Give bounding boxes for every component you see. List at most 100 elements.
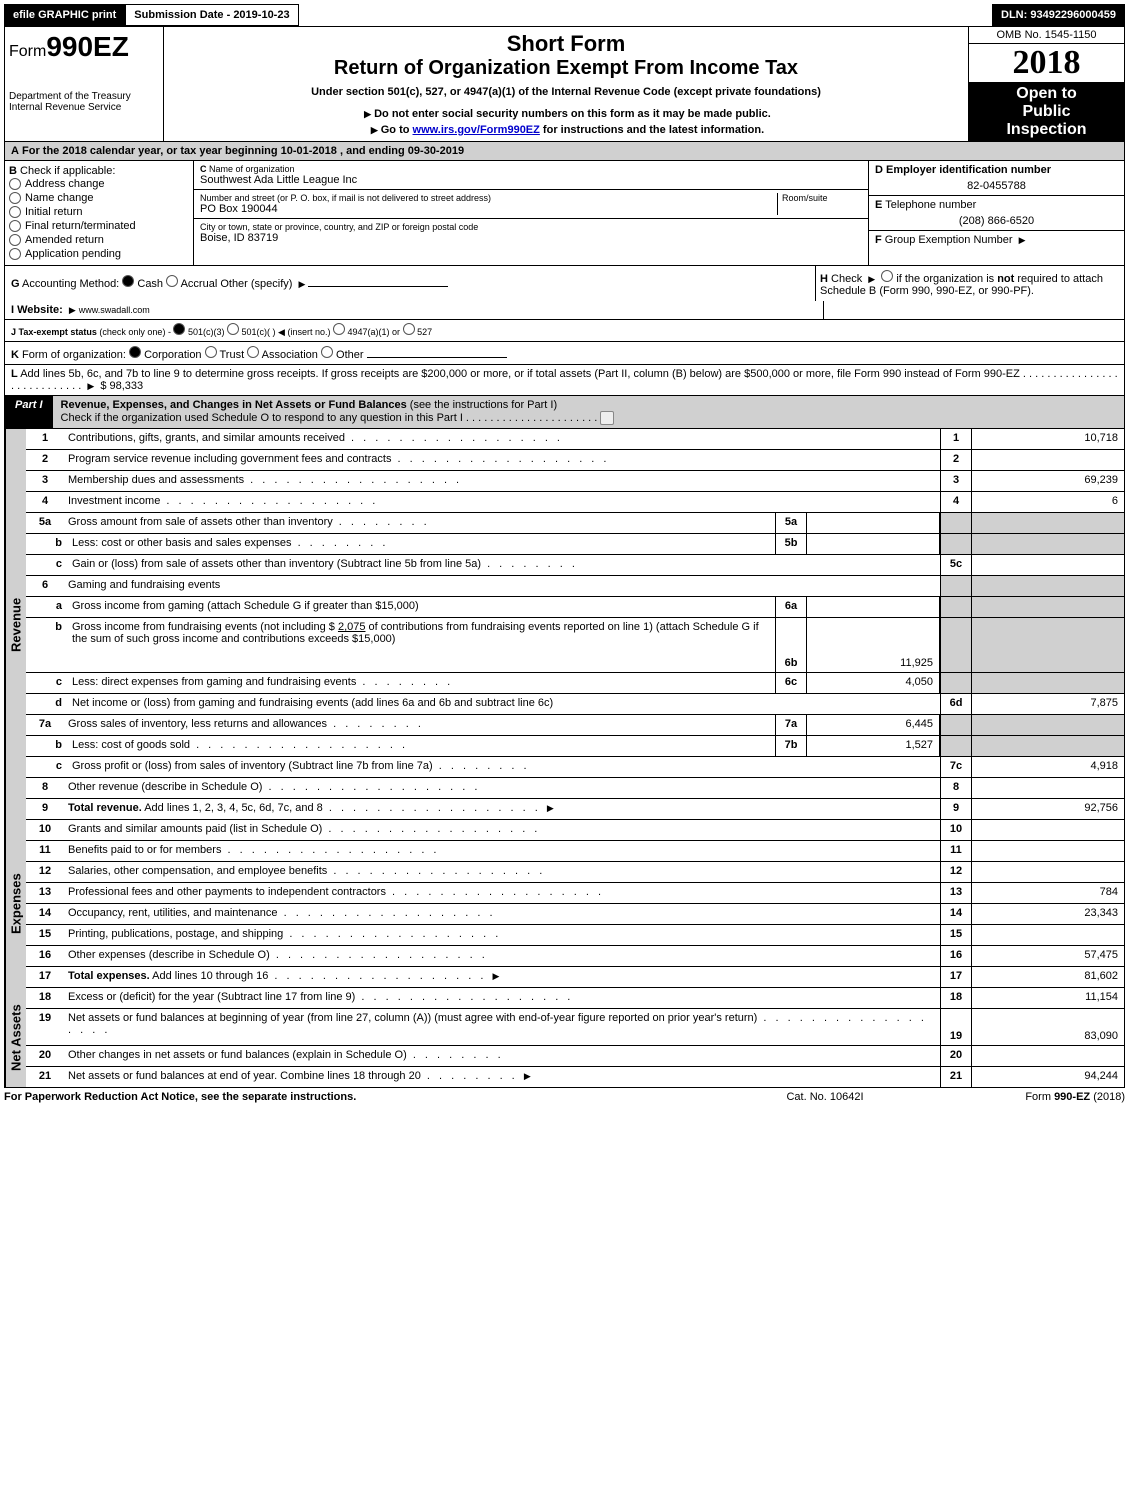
radio-527[interactable] <box>403 323 415 335</box>
short-form-title: Short Form <box>168 31 964 57</box>
ssn-warning: Do not enter social security numbers on … <box>168 108 964 120</box>
box-j-row: J Tax-exempt status (check only one) - 5… <box>5 320 1124 342</box>
group-exemption-label: Group Exemption Number <box>885 234 1013 246</box>
tax-exempt-label: Tax-exempt status <box>19 327 97 337</box>
line-6c: c Less: direct expenses from gaming and … <box>26 673 1124 694</box>
line-9: 9 Total revenue. Add lines 1, 2, 3, 4, 5… <box>26 799 1124 820</box>
line-5a: 5a Gross amount from sale of assets othe… <box>26 513 1124 534</box>
accounting-method-label: Accounting Method: <box>22 278 119 290</box>
check-address-change[interactable]: Address change <box>9 177 189 191</box>
form-header: Form990EZ Department of the Treasury Int… <box>5 27 1124 142</box>
tax-year: 2018 <box>969 44 1124 83</box>
line-7b: b Less: cost of goods sold 7b 1,527 <box>26 736 1124 757</box>
radio-accrual[interactable] <box>166 275 178 287</box>
check-application-pending[interactable]: Application pending <box>9 247 189 261</box>
revenue-side-label: Revenue <box>5 429 26 820</box>
line-5b: b Less: cost or other basis and sales ex… <box>26 534 1124 555</box>
line-13-value: 784 <box>972 883 1124 903</box>
line-21-value: 94,244 <box>972 1067 1124 1087</box>
instructions-link-row: Go to www.irs.gov/Form990EZ for instruct… <box>168 124 964 136</box>
box-l-row: L Add lines 5b, 6c, and 7b to line 9 to … <box>5 365 1124 396</box>
line-14: 14 Occupancy, rent, utilities, and maint… <box>26 904 1124 925</box>
line-19: 19 Net assets or fund balances at beginn… <box>26 1009 1124 1046</box>
tax-year-begin: 10-01-2018 <box>281 145 337 157</box>
dln-label: DLN: 93492296000459 <box>992 4 1125 26</box>
radio-corporation[interactable] <box>129 346 141 358</box>
line-4: 4 Investment income 4 6 <box>26 492 1124 513</box>
website-label: Website: <box>17 304 63 316</box>
line-7b-value: 1,527 <box>807 736 940 756</box>
line-11: 11 Benefits paid to or for members 11 <box>26 841 1124 862</box>
inspection-box: Open to Public Inspection <box>969 83 1124 141</box>
phone-value: (208) 866-6520 <box>875 215 1118 227</box>
irs-label: Internal Revenue Service <box>9 102 159 113</box>
line-18-value: 11,154 <box>972 988 1124 1008</box>
line-2: 2 Program service revenue including gove… <box>26 450 1124 471</box>
check-final-return[interactable]: Final return/terminated <box>9 219 189 233</box>
check-name-change[interactable]: Name change <box>9 191 189 205</box>
gross-receipts-note: Add lines 5b, 6c, and 7b to line 9 to de… <box>20 368 1020 380</box>
part-1-title: Revenue, Expenses, and Changes in Net As… <box>61 399 407 411</box>
form-version: Form 990-EZ (2018) <box>925 1091 1125 1103</box>
line-20: 20 Other changes in net assets or fund b… <box>26 1046 1124 1067</box>
line-3: 3 Membership dues and assessments 3 69,2… <box>26 471 1124 492</box>
line-7c: c Gross profit or (loss) from sales of i… <box>26 757 1124 778</box>
box-a-pre: For the 2018 calendar year, or tax year … <box>22 145 281 157</box>
revenue-section: Revenue 1 Contributions, gifts, grants, … <box>5 429 1124 820</box>
net-assets-side-label: Net Assets <box>5 988 26 1087</box>
line-18: 18 Excess or (deficit) for the year (Sub… <box>26 988 1124 1009</box>
line-6b: b Gross income from fundraising events (… <box>26 618 1124 673</box>
line-21: 21 Net assets or fund balances at end of… <box>26 1067 1124 1087</box>
radio-other-org[interactable] <box>321 346 333 358</box>
check-amended-return[interactable]: Amended return <box>9 233 189 247</box>
radio-501c[interactable] <box>227 323 239 335</box>
part-1-label: Part I <box>5 396 53 428</box>
check-initial-return[interactable]: Initial return <box>9 205 189 219</box>
org-street: PO Box 190044 <box>200 203 777 215</box>
radio-4947[interactable] <box>333 323 345 335</box>
line-19-value: 83,090 <box>972 1009 1124 1045</box>
radio-trust[interactable] <box>205 346 217 358</box>
part-1-header: Part I Revenue, Expenses, and Changes in… <box>5 396 1124 429</box>
net-assets-section: Net Assets 18 Excess or (deficit) for th… <box>5 988 1124 1087</box>
subtitle: Under section 501(c), 527, or 4947(a)(1)… <box>168 86 964 98</box>
form-org-label: Form of organization: <box>22 349 126 361</box>
line-13: 13 Professional fees and other payments … <box>26 883 1124 904</box>
city-label: City or town, state or province, country… <box>200 222 862 232</box>
line-4-value: 6 <box>972 492 1124 512</box>
box-b-label: B <box>9 165 17 177</box>
radio-501c3[interactable] <box>173 323 185 335</box>
box-k-row: K Form of organization: Corporation Trus… <box>5 342 1124 365</box>
line-7a: 7a Gross sales of inventory, less return… <box>26 715 1124 736</box>
radio-schedule-b[interactable] <box>881 270 893 282</box>
line-6d-value: 7,875 <box>972 694 1124 714</box>
box-g-h-row: G Accounting Method: Cash Accrual Other … <box>5 266 1124 301</box>
efile-print-button[interactable]: efile GRAPHIC print <box>4 4 125 26</box>
org-name: Southwest Ada Little League Inc <box>200 174 862 186</box>
org-name-label: Name of organization <box>209 164 295 174</box>
form-num: 990EZ <box>46 31 129 62</box>
line-7a-value: 6,445 <box>807 715 940 735</box>
radio-cash[interactable] <box>122 275 134 287</box>
tax-year-end: 09-30-2019 <box>408 145 464 157</box>
check-if-applicable: Check if applicable: <box>20 165 115 177</box>
line-5c: c Gain or (loss) from sale of assets oth… <box>26 555 1124 576</box>
box-a-row: A For the 2018 calendar year, or tax yea… <box>5 142 1124 161</box>
schedule-o-check-note: Check if the organization used Schedule … <box>61 412 463 424</box>
org-city: Boise, ID 83719 <box>200 232 862 244</box>
irs-link[interactable]: www.irs.gov/Form990EZ <box>413 124 540 136</box>
radio-association[interactable] <box>247 346 259 358</box>
line-10: 10 Grants and similar amounts paid (list… <box>26 820 1124 841</box>
form-prefix: Form <box>9 43 46 60</box>
form-frame: Form990EZ Department of the Treasury Int… <box>4 26 1125 1088</box>
checkbox-icon[interactable] <box>600 411 614 425</box>
line-12: 12 Salaries, other compensation, and emp… <box>26 862 1124 883</box>
form-number: Form990EZ <box>9 31 159 63</box>
ein-label: Employer identification number <box>886 164 1051 176</box>
submission-date-button[interactable]: Submission Date - 2019-10-23 <box>125 4 298 26</box>
page-footer: For Paperwork Reduction Act Notice, see … <box>4 1088 1125 1106</box>
org-info-section: B Check if applicable: Address change Na… <box>5 161 1124 266</box>
omb-number: OMB No. 1545-1150 <box>969 27 1124 44</box>
expenses-section: Expenses 10 Grants and similar amounts p… <box>5 820 1124 988</box>
gross-receipts-value: $ 98,333 <box>100 380 143 392</box>
